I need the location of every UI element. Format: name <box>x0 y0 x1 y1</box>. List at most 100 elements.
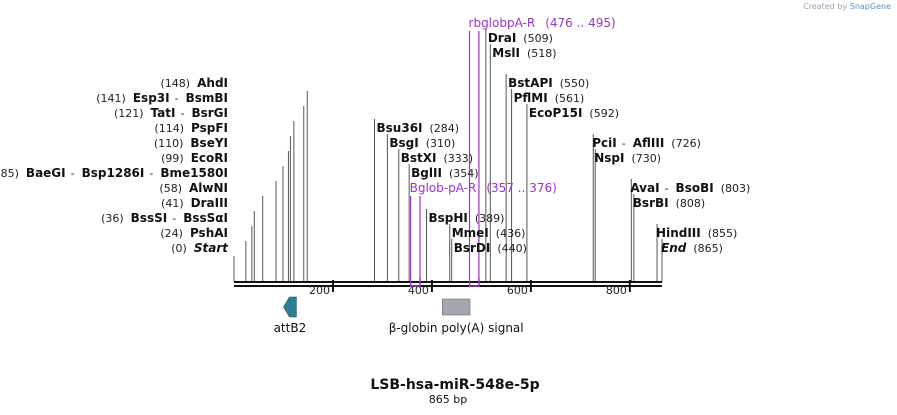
site-position: (58) <box>159 182 182 195</box>
site-separator: - <box>622 137 626 150</box>
site-label: (36) BssSI - BssSαI <box>101 211 228 225</box>
site-position: (808) <box>676 197 706 210</box>
site-label: (58) AlwNI <box>159 181 228 195</box>
site-name-esp3i: Esp3I <box>133 91 170 105</box>
site-label: End (865) <box>661 241 723 255</box>
site-name-pspfi: PspFI <box>191 121 228 135</box>
site-position: (803) <box>721 182 751 195</box>
site-name-baegi: BaeGI <box>26 166 66 180</box>
site-position: (389) <box>475 212 505 225</box>
sequence-title: LSB-hsa-miR-548e-5p <box>370 377 539 393</box>
site-position: (24) <box>160 227 183 240</box>
site-name-tati: TatI <box>151 106 176 120</box>
site-position: (310) <box>426 137 456 150</box>
site-label: BsgI (310) <box>389 136 455 150</box>
ruler-tick-label: 600 <box>507 284 528 297</box>
site-name-pcii: PciI <box>592 136 617 150</box>
site-position: (436) <box>496 227 526 240</box>
site-label: DraI (509) <box>488 31 553 45</box>
site-name-ahdi: AhdI <box>197 76 228 90</box>
site-name-bsssαi: BssSαI <box>183 211 228 225</box>
site-name-msli: MslI <box>492 46 520 60</box>
features: attB2 β-globin poly(A) signal <box>274 296 524 335</box>
site-label: EcoP15I (592) <box>529 106 619 120</box>
site-label: (41) DraIII <box>161 196 228 210</box>
site-name-bsrbi: BsrBI <box>633 196 669 210</box>
snapgene-credit: Created by SnapGene <box>803 2 891 11</box>
site-name-bglii: BglII <box>411 166 442 180</box>
site-position: (518) <box>527 47 557 60</box>
site-separator: - <box>172 212 176 225</box>
site-name-bsp1286i: Bsp1286I <box>82 166 145 180</box>
site-position: (509) <box>523 32 553 45</box>
sequence-length: 865 bp <box>429 393 467 406</box>
primer-range: (357 .. 376) <box>486 181 556 195</box>
site-name-afliii: AflIII <box>633 136 665 150</box>
site-label: BsrDI (440) <box>454 241 527 255</box>
site-name-drai: DraI <box>488 31 516 45</box>
site-label: PflMI (561) <box>514 91 585 105</box>
credit-prefix: Created by <box>803 2 848 11</box>
feature-label: attB2 <box>274 321 307 335</box>
site-position: (730) <box>631 152 661 165</box>
primer-name: Bglob-pA-R <box>410 181 477 195</box>
site-position: (114) <box>154 122 184 135</box>
site-name-mmei: MmeI <box>452 226 489 240</box>
site-separator: - <box>180 107 184 120</box>
site-name-start: Start <box>194 241 229 255</box>
site-name-pshai: PshAI <box>190 226 228 240</box>
site-name-ecori: EcoRI <box>191 151 228 165</box>
site-name-alwni: AlwNI <box>189 181 228 195</box>
site-name-ecop15i: EcoP15I <box>529 106 583 120</box>
site-label: (85)BaeGI-Bsp1286I-Bme1580I <box>0 166 228 180</box>
site-name-hindiii: HindIII <box>656 226 701 240</box>
site-label: (0) Start <box>171 241 229 255</box>
site-name-bsrdi: BsrDI <box>454 241 491 255</box>
site-position: (0) <box>171 242 187 255</box>
site-label: NspI (730) <box>594 151 661 165</box>
site-label: BstXI (333) <box>401 151 473 165</box>
site-label: BsrBI (808) <box>633 196 705 210</box>
primer-label: Bglob-pA-R (357 .. 376) <box>410 181 557 195</box>
site-position: (333) <box>444 152 474 165</box>
site-name-bsssi: BssSI <box>131 211 168 225</box>
site-separator: - <box>175 92 179 105</box>
sequence-backbone <box>234 281 662 287</box>
site-name-bsu36i: Bsu36I <box>377 121 423 135</box>
leader-lines <box>233 29 663 282</box>
snapgene-brand: SnapGene <box>849 2 891 11</box>
site-name-bme1580i: Bme1580I <box>160 166 228 180</box>
site-position: (561) <box>555 92 585 105</box>
restriction-sites: (0) Start(24) PshAI(36) BssSI - BssSαI(41) Dra… <box>0 31 750 255</box>
site-name-bsobi: BsoBI <box>676 181 714 195</box>
site-name-bsgi: BsgI <box>389 136 418 150</box>
site-label: (114) PspFI <box>154 121 228 135</box>
site-name-nspi: NspI <box>594 151 624 165</box>
site-position: (726) <box>671 137 701 150</box>
site-name-avai: AvaI <box>630 181 659 195</box>
site-position: (865) <box>693 242 723 255</box>
site-position: (354) <box>449 167 479 180</box>
ruler-tick-label: 800 <box>606 284 627 297</box>
site-position: (121) <box>114 107 144 120</box>
site-label: HindIII (855) <box>656 226 737 240</box>
site-name-pflmi: PflMI <box>514 91 548 105</box>
ruler-tick-label: 400 <box>408 284 429 297</box>
site-position: (855) <box>708 227 738 240</box>
site-name-bsrgi: BsrGI <box>191 106 228 120</box>
site-separator: - <box>71 167 75 180</box>
site-name-bsmbi: BsmBI <box>186 91 228 105</box>
site-position: (36) <box>101 212 124 225</box>
site-position: (440) <box>497 242 527 255</box>
primer-range: (476 .. 495) <box>545 16 615 30</box>
site-label: BstAPI (550) <box>508 76 589 90</box>
site-label: BspHI (389) <box>428 211 504 225</box>
site-name-bseyi: BseYI <box>190 136 228 150</box>
site-position: (110) <box>154 137 184 150</box>
site-label: (24) PshAI <box>160 226 228 240</box>
site-name-bstapi: BstAPI <box>508 76 553 90</box>
site-position: (592) <box>589 107 619 120</box>
site-position: (141) <box>96 92 126 105</box>
site-label: PciI - AflIII (726) <box>592 136 701 150</box>
ruler-tick-label: 200 <box>309 284 330 297</box>
